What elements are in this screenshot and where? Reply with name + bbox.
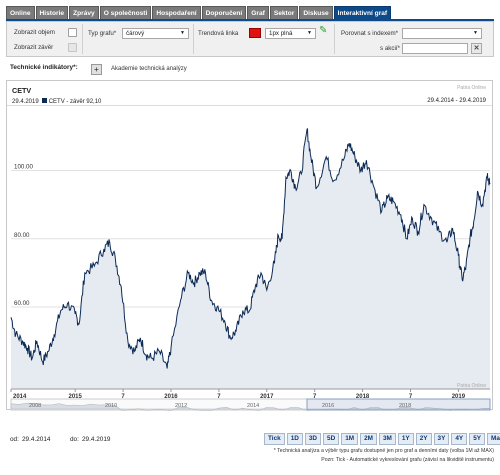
x-tick-label: 7: [313, 394, 317, 400]
to-date[interactable]: 29.4.2019: [82, 436, 111, 443]
info-range: 29.4.2014 - 29.4.2019: [427, 98, 486, 104]
info-date: 29.4.2019: [12, 99, 39, 105]
chevron-down-icon: ▼: [473, 30, 478, 36]
x-tick-label: 2019: [452, 394, 466, 400]
y-tick-label: 60.00: [14, 300, 30, 307]
compare-stock-label: s akcií*: [380, 45, 400, 52]
zoom-5y-button[interactable]: 5Y: [469, 433, 486, 445]
chart-title: CETV: [12, 86, 32, 95]
zoom-2y-button[interactable]: 2Y: [415, 433, 432, 445]
separator: [193, 24, 194, 54]
add-indicator-button[interactable]: +: [91, 64, 102, 75]
zoom-3m-button[interactable]: 3M: [378, 433, 396, 445]
note-tick: Pozn: Tick - Automatické vykreslování gr…: [321, 457, 494, 463]
y-tick-label: 100.00: [14, 163, 33, 170]
navigator-year-label: 2012: [175, 403, 187, 409]
show-volume-label: Zobrazit objem: [14, 29, 55, 36]
chart-type-value: čárový: [126, 30, 145, 37]
zoom-3y-button[interactable]: 3Y: [433, 433, 450, 445]
compare-stock-input[interactable]: [402, 43, 468, 54]
tab-online[interactable]: Online: [6, 6, 35, 20]
tab-hospodareni[interactable]: Hospodaření: [152, 6, 201, 20]
tab-doporuceni[interactable]: Doporučení: [201, 6, 247, 20]
info-left: 29.4.2019 CETV - závěr 92,10: [12, 98, 101, 105]
note-technical: * Technická analýza a výběr typu grafu d…: [273, 448, 494, 454]
trend-width-select[interactable]: 1px plná ▼: [265, 28, 316, 39]
options-bar: Zobrazit objem Zobrazit závěr Typ grafu*…: [6, 21, 494, 57]
academy-link[interactable]: Akademie technická analýzy: [111, 66, 187, 72]
navigator-year-label: 2016: [322, 403, 334, 409]
compare-index-label: Porovnat s indexem*: [341, 30, 399, 37]
show-close-label: Zobrazit závěr: [14, 44, 54, 51]
trend-color-swatch[interactable]: [249, 28, 261, 38]
price-chart[interactable]: 100.00 80.00 60.00 2014 2015 7 2016 7 2017 7 2018 7…: [7, 81, 494, 411]
series-area: [11, 128, 490, 389]
from-date[interactable]: 29.4.2014: [22, 436, 51, 443]
compare-index-select[interactable]: ▼: [402, 28, 482, 39]
tab-bar: Online Historie Zprávy O společnosti Hospoda…: [6, 6, 392, 20]
range-controls: od: 29.4.2014 do: 29.4.2019 Tick 1D 3D 5D 1M…: [6, 433, 500, 469]
tab-historie[interactable]: Historie: [35, 6, 69, 20]
show-volume-checkbox[interactable]: [68, 28, 77, 37]
trend-line-label: Trendová linka: [198, 30, 239, 37]
tab-o-spolecnosti[interactable]: O společnosti: [99, 6, 152, 20]
zoom-buttons: Tick1D3D5D1M2M3M1Y2Y3Y4Y5YMax: [264, 433, 500, 445]
chevron-down-icon: ▼: [307, 30, 312, 36]
x-tick-label: 2015: [69, 394, 83, 400]
x-tick-label: 2017: [260, 394, 274, 400]
chart-type-select[interactable]: čárový ▼: [122, 28, 189, 39]
watermark-top: Patria Online: [457, 85, 486, 91]
x-tick-label: 7: [409, 394, 413, 400]
pencil-icon[interactable]: ✎: [319, 25, 328, 36]
chart-type-label: Typ grafu*: [88, 30, 117, 37]
chart-panel: 100.00 80.00 60.00 2014 2015 7 2016 7 2017 7 2018 7…: [6, 80, 494, 411]
navigator-area: [10, 402, 491, 411]
navigator-year-label: 2008: [29, 403, 41, 409]
tab-zpravy[interactable]: Zprávy: [69, 6, 99, 20]
tab-underline: [6, 19, 494, 21]
x-tick-label: 2014: [13, 394, 27, 400]
technical-indicators-label: Technické indikátory*:: [10, 64, 78, 71]
navigator-window: [306, 398, 491, 411]
zoom-1y-button[interactable]: 1Y: [397, 433, 414, 445]
watermark-bottom: Patria Online: [457, 383, 486, 389]
show-close-checkbox[interactable]: [68, 43, 77, 52]
chevron-down-icon: ▼: [180, 30, 185, 36]
chart-info-bar: 29.4.2019 CETV - závěr 92,10 29.4.2014 - …: [7, 97, 492, 106]
zoom-3d-button[interactable]: 3D: [304, 433, 322, 445]
tab-interaktivni-graf[interactable]: Interaktivní graf: [333, 6, 392, 20]
tab-graf[interactable]: Graf: [247, 6, 269, 20]
separator: [82, 24, 83, 54]
x-tick-label: 7: [121, 394, 125, 400]
from-label: od:: [10, 436, 19, 443]
zoom-1m-button[interactable]: 1M: [341, 433, 359, 445]
info-series: CETV - závěr 92,10: [48, 99, 102, 105]
series-line: [10, 128, 491, 369]
zoom-max-button[interactable]: Max: [487, 433, 500, 445]
navigator-year-label: 2010: [105, 403, 117, 409]
tab-diskuse[interactable]: Diskuse: [299, 6, 333, 20]
trend-width-value: 1px plná: [269, 30, 293, 37]
to-label: do:: [70, 436, 79, 443]
x-tick-label: 7: [217, 394, 221, 400]
x-tick-label: 2016: [164, 394, 178, 400]
clear-compare-button[interactable]: ✕: [471, 43, 482, 54]
tab-sektor[interactable]: Sektor: [269, 6, 299, 20]
zoom-1d-button[interactable]: 1D: [286, 433, 303, 445]
zoom-tick-button[interactable]: Tick: [264, 433, 285, 445]
zoom-5d-button[interactable]: 5D: [323, 433, 340, 445]
zoom-4y-button[interactable]: 4Y: [451, 433, 468, 445]
navigator-year-label: 2018: [399, 403, 411, 409]
x-tick-label: 2018: [356, 394, 370, 400]
navigator-year-label: 2014: [247, 403, 259, 409]
y-tick-label: 80.00: [14, 232, 30, 239]
series-swatch: [41, 98, 47, 103]
zoom-2m-button[interactable]: 2M: [360, 433, 377, 445]
separator: [334, 24, 335, 54]
